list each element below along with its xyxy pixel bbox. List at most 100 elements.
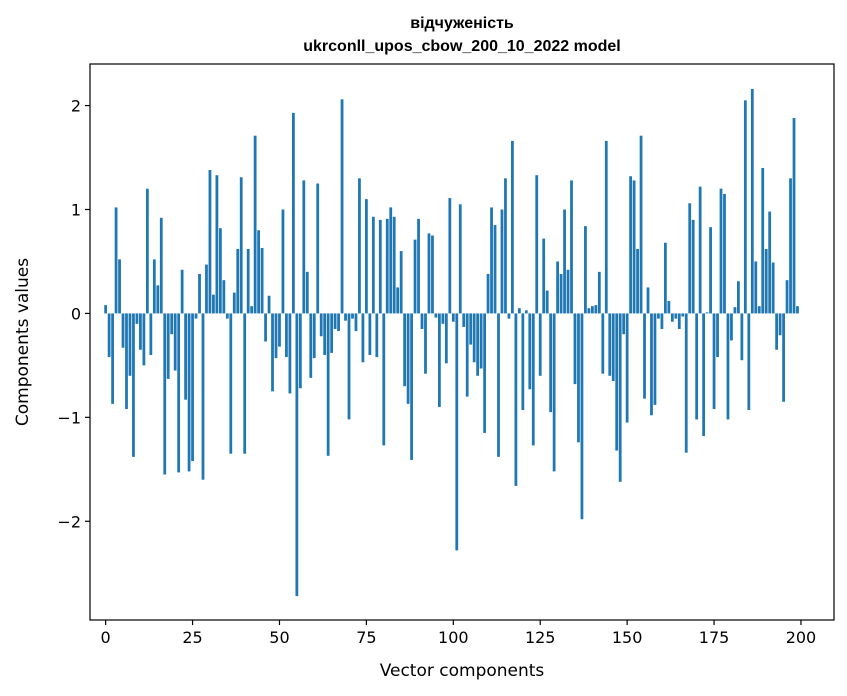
bar-26 <box>194 313 198 319</box>
bar-169 <box>691 219 695 314</box>
bar-135 <box>573 313 577 385</box>
bar-66 <box>333 313 337 330</box>
bar-55 <box>295 313 299 597</box>
bar-191 <box>768 211 772 314</box>
x-tick-label: 25 <box>182 628 202 647</box>
bar-150 <box>625 313 629 423</box>
bar-91 <box>420 313 424 330</box>
bar-80 <box>382 313 386 446</box>
y-axis-label: Components values <box>13 258 33 426</box>
plot-frame <box>89 63 835 621</box>
bar-117 <box>511 140 514 314</box>
bar-49 <box>274 313 278 359</box>
bar-179 <box>726 313 730 420</box>
bar-147 <box>615 313 619 451</box>
bar-78 <box>375 313 379 358</box>
bar-101 <box>455 313 459 551</box>
bar-110 <box>486 273 490 314</box>
bar-172 <box>702 313 706 437</box>
bar-104 <box>465 313 469 397</box>
bar-17 <box>163 313 167 475</box>
bar-9 <box>135 313 139 324</box>
bar-83 <box>392 216 396 314</box>
x-tick-label: 175 <box>699 628 730 647</box>
bar-79 <box>378 219 382 314</box>
bar-176 <box>716 313 719 358</box>
bar-107 <box>476 313 480 376</box>
bar-37 <box>232 292 236 314</box>
bar-84 <box>396 287 400 314</box>
bar-68 <box>340 99 344 314</box>
bar-69 <box>344 313 347 321</box>
bar-87 <box>406 313 410 404</box>
bar-181 <box>733 307 737 314</box>
bar-126 <box>542 238 546 314</box>
bar-29 <box>205 264 208 314</box>
bar-67 <box>337 313 340 332</box>
bar-32 <box>215 175 219 314</box>
bar-155 <box>643 313 646 399</box>
bar-98 <box>444 313 448 364</box>
bar-193 <box>775 313 779 350</box>
bar-93 <box>427 233 431 314</box>
bar-72 <box>354 313 358 332</box>
bar-108 <box>479 313 483 369</box>
bar-142 <box>597 271 601 314</box>
bar-57 <box>302 180 306 314</box>
x-tick-label: 150 <box>612 628 643 647</box>
bar-35 <box>225 313 229 319</box>
bar-123 <box>531 313 535 446</box>
bar-154 <box>639 135 643 314</box>
x-tick-label: 100 <box>438 628 469 647</box>
bar-19 <box>170 313 174 335</box>
bar-138 <box>584 226 587 314</box>
x-tick-label: 125 <box>525 628 556 647</box>
bar-4 <box>118 259 121 314</box>
bar-100 <box>451 313 455 322</box>
bar-1 <box>107 313 111 358</box>
bar-77 <box>371 216 375 314</box>
bar-38 <box>236 248 240 314</box>
bar-81 <box>385 218 389 314</box>
bar-170 <box>695 313 699 420</box>
bar-2 <box>111 313 114 404</box>
bar-197 <box>789 178 792 314</box>
bar-61 <box>316 183 320 314</box>
bar-134 <box>570 180 573 314</box>
bar-132 <box>563 209 566 314</box>
bar-177 <box>719 188 723 314</box>
bar-111 <box>490 207 493 314</box>
chart-title: відчуженість <box>410 15 514 32</box>
bar-65 <box>330 313 334 353</box>
x-tick-label: 75 <box>356 628 376 647</box>
bar-189 <box>761 167 765 314</box>
bar-184 <box>743 100 747 314</box>
bar-13 <box>149 313 153 355</box>
y-tick-label: 0 <box>71 304 81 323</box>
bar-59 <box>309 313 313 378</box>
bar-163 <box>670 313 674 322</box>
bar-151 <box>629 176 633 314</box>
bar-122 <box>528 313 532 390</box>
bar-140 <box>590 306 594 314</box>
bar-89 <box>413 239 417 314</box>
bar-173 <box>705 312 709 314</box>
bar-124 <box>535 175 539 314</box>
bar-127 <box>545 290 549 314</box>
y-tick-label: −2 <box>57 512 81 531</box>
bar-74 <box>361 313 365 363</box>
bar-11 <box>142 313 146 366</box>
bar-16 <box>159 217 163 314</box>
bar-185 <box>747 313 751 411</box>
bar-21 <box>177 313 181 473</box>
bar-143 <box>601 313 605 374</box>
bar-31 <box>212 294 215 314</box>
bar-186 <box>750 88 754 314</box>
bar-82 <box>389 207 393 314</box>
bar-94 <box>431 235 434 314</box>
bar-76 <box>368 313 372 355</box>
bar-12 <box>145 188 149 314</box>
bar-149 <box>622 313 626 335</box>
bar-128 <box>549 313 553 413</box>
bar-148 <box>618 313 622 482</box>
